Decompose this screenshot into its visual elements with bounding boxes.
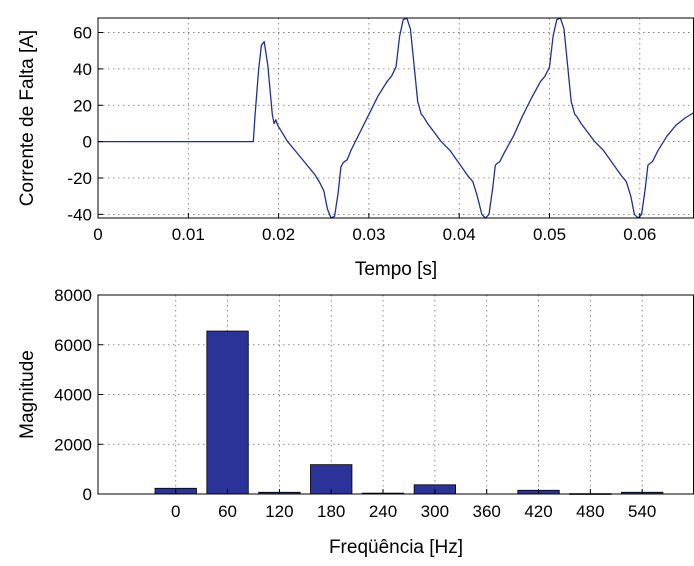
x-tick-label: 60 bbox=[218, 502, 237, 521]
y-tick-label: 60 bbox=[73, 24, 92, 43]
x-tick-label: 120 bbox=[265, 502, 293, 521]
x-tick-label: 0 bbox=[171, 502, 180, 521]
y-tick-label: 2000 bbox=[54, 435, 92, 454]
y-tick-label: 20 bbox=[73, 96, 92, 115]
x-tick-label: 0.05 bbox=[533, 225, 566, 244]
x-tick-label: 420 bbox=[524, 502, 552, 521]
x-tick-label: 0.02 bbox=[262, 225, 295, 244]
fault-current-series bbox=[98, 17, 694, 219]
spectrum-bar bbox=[206, 330, 249, 495]
spectrum-x-label: Freqüência [Hz] bbox=[329, 537, 463, 558]
y-tick-label: 4000 bbox=[54, 386, 92, 405]
x-tick-label: 180 bbox=[317, 502, 345, 521]
x-tick-label: 0 bbox=[93, 225, 102, 244]
x-tick-label: 0.04 bbox=[443, 225, 476, 244]
y-tick-label: 0 bbox=[83, 133, 92, 152]
y-tick-label: 40 bbox=[73, 60, 92, 79]
spectrum-bars bbox=[154, 330, 664, 495]
y-tick-label: 8000 bbox=[54, 286, 92, 305]
spectrum-plot: 0 60 120 180 240 300 360 420 480 540 0 2000 4000 6000… bbox=[17, 286, 694, 558]
y-tick-label: -20 bbox=[67, 169, 92, 188]
spectrum-ticks: 0 60 120 180 240 300 360 420 480 540 0 2000 4000 6000… bbox=[54, 286, 656, 521]
y-tick-label: -40 bbox=[67, 205, 92, 224]
x-tick-label: 540 bbox=[628, 502, 656, 521]
x-tick-label: 0.06 bbox=[623, 225, 656, 244]
x-tick-label: 0.01 bbox=[172, 225, 205, 244]
y-tick-label: 0 bbox=[83, 485, 92, 504]
fault-current-line bbox=[98, 17, 694, 219]
x-tick-label: 300 bbox=[421, 502, 449, 521]
fault-current-ticks: 0 0.01 0.02 0.03 0.04 0.05 0.06 -40 -20 0 20 40 60 bbox=[67, 24, 656, 244]
spectrum-y-label: Magnitude bbox=[17, 350, 38, 439]
x-tick-label: 0.03 bbox=[352, 225, 385, 244]
spectrum-grid bbox=[98, 295, 694, 494]
x-tick-label: 240 bbox=[369, 502, 397, 521]
fault-current-frame bbox=[97, 17, 694, 219]
x-tick-label: 480 bbox=[576, 502, 604, 521]
x-tick-label: 360 bbox=[473, 502, 501, 521]
fault-current-plot: 0 0.01 0.02 0.03 0.04 0.05 0.06 -40 -20 0 20 40 60 T… bbox=[17, 17, 694, 280]
fault-current-x-label: Tempo [s] bbox=[355, 259, 437, 280]
fault-current-y-label: Corrente de Falta [A] bbox=[17, 30, 38, 206]
fault-current-grid bbox=[98, 18, 694, 218]
y-tick-label: 6000 bbox=[54, 336, 92, 355]
